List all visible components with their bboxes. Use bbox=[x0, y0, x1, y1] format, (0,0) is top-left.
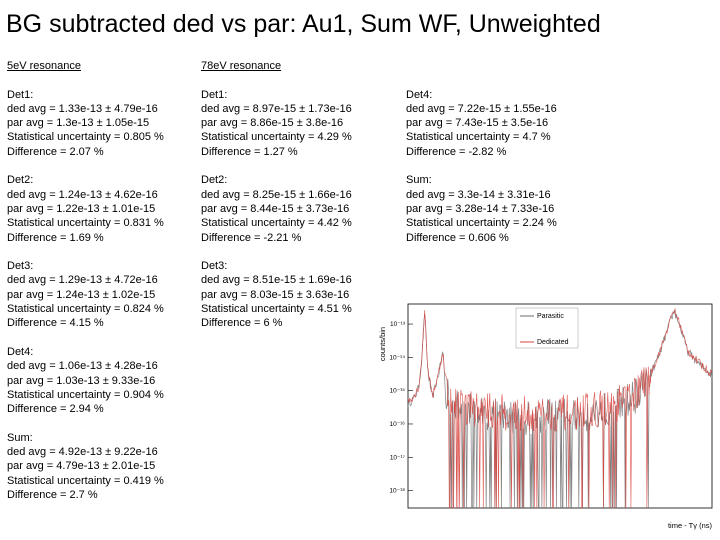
spacer-line bbox=[201, 73, 352, 87]
text-line: Difference = 6 % bbox=[201, 317, 283, 330]
column-heading bbox=[406, 59, 557, 73]
legend-label: Dedicated bbox=[537, 339, 569, 346]
column-heading: 78eV resonance bbox=[201, 60, 282, 72]
text-line: Difference = -2.82 % bbox=[406, 145, 507, 158]
text-line: ded avg = 4.92e-13 ± 9.22e-16 bbox=[7, 446, 158, 459]
legend-box bbox=[515, 307, 579, 349]
text-line: ded avg = 1.33e-13 ± 4.79e-16 bbox=[7, 102, 158, 115]
spacer-line bbox=[201, 159, 352, 173]
text-line: par avg = 4.79e-13 ± 2.01e-15 bbox=[7, 460, 156, 473]
spectrum-plot: 10⁻¹³ 10⁻¹⁴ 10⁻¹⁵ 10⁻¹⁶ 10⁻¹⁷ 10⁻¹⁸ Parasitic… bbox=[374, 296, 716, 536]
text-line: Det4: bbox=[406, 88, 433, 101]
y-tick-label: 10⁻¹⁴ bbox=[389, 354, 405, 361]
text-line: par avg = 7.43e-15 ± 3.5e-16 bbox=[406, 117, 549, 130]
text-line: ded avg = 7.22e-15 ± 1.55e-16 bbox=[406, 102, 557, 115]
text-line: Det2: bbox=[7, 174, 34, 187]
text-line: ded avg = 8.25e-15 ± 1.66e-16 bbox=[201, 188, 352, 201]
y-tick-label: 10⁻¹⁶ bbox=[389, 421, 405, 428]
y-tick-label: 10⁻¹⁷ bbox=[390, 454, 406, 461]
slide-title: BG subtracted ded vs par: Au1, Sum WF, U… bbox=[6, 10, 601, 38]
text-line: Det4: bbox=[7, 345, 34, 358]
text-line: Sum: bbox=[7, 431, 33, 444]
text-line: par avg = 1.24e-13 ± 1.02e-15 bbox=[7, 288, 156, 301]
legend-label: Parasitic bbox=[537, 313, 564, 320]
text-line: ded avg = 8.51e-15 ± 1.69e-16 bbox=[201, 274, 352, 287]
column-5ev-resonance: 5eV resonance Det1: ded avg = 1.33e-13 ± … bbox=[7, 59, 164, 502]
column-heading: 5eV resonance bbox=[7, 60, 81, 72]
text-line: Statistical uncertainty = 0.419 % bbox=[7, 474, 164, 487]
text-line: Det2: bbox=[201, 174, 228, 187]
text-line: par avg = 1.03e-13 ± 9.33e-16 bbox=[7, 374, 156, 387]
x-axis-label: time - Tγ (ns) bbox=[668, 521, 713, 530]
spectrum-chart: 10⁻¹³ 10⁻¹⁴ 10⁻¹⁵ 10⁻¹⁶ 10⁻¹⁷ 10⁻¹⁸ Parasitic… bbox=[378, 303, 713, 530]
text-line: Difference = 1.69 % bbox=[7, 231, 104, 244]
text-line: ded avg = 1.06e-13 ± 4.28e-16 bbox=[7, 360, 158, 373]
y-tick-label: 10⁻¹⁵ bbox=[389, 388, 405, 395]
text-line: par avg = 8.03e-15 ± 3.63e-16 bbox=[201, 288, 350, 301]
spacer-line bbox=[7, 416, 164, 430]
text-line: Det1: bbox=[201, 88, 228, 101]
text-line: Difference = 0.606 % bbox=[406, 231, 509, 244]
text-line: Det3: bbox=[201, 260, 228, 273]
chart-legend: Parasitic Dedicated bbox=[515, 307, 579, 349]
text-line: ded avg = 3.3e-14 ± 3.31e-16 bbox=[406, 188, 551, 201]
text-line: par avg = 8.86e-15 ± 3.8e-16 bbox=[201, 117, 344, 130]
text-line: Statistical uncertainty = 2.24 % bbox=[406, 217, 557, 230]
text-line: par avg = 1.3e-13 ± 1.05e-15 bbox=[7, 117, 150, 130]
text-line: Difference = 2.94 % bbox=[7, 403, 104, 416]
text-line: Difference = 2.07 % bbox=[7, 145, 104, 158]
text-line: par avg = 1.22e-13 ± 1.01e-15 bbox=[7, 202, 156, 215]
text-line: ded avg = 1.24e-13 ± 4.62e-16 bbox=[7, 188, 158, 201]
spacer-line bbox=[7, 331, 164, 345]
text-line: Difference = 2.7 % bbox=[7, 488, 98, 501]
text-line: Statistical uncertainty = 4.29 % bbox=[201, 131, 352, 144]
text-line: par avg = 3.28e-14 ± 7.33e-16 bbox=[406, 202, 555, 215]
text-line: Difference = -2.21 % bbox=[201, 231, 302, 244]
text-line: Statistical uncertainty = 4.42 % bbox=[201, 217, 352, 230]
spacer-line bbox=[7, 159, 164, 173]
text-line: ded avg = 8.97e-15 ± 1.73e-16 bbox=[201, 102, 352, 115]
column-78ev-resonance-continued: Det4: ded avg = 7.22e-15 ± 1.55e-16 par av… bbox=[406, 59, 557, 245]
spacer-line bbox=[406, 73, 557, 87]
series-line-dedicated bbox=[407, 308, 713, 509]
y-axis-label: counts/bin bbox=[378, 327, 387, 361]
spacer-line bbox=[406, 159, 557, 173]
text-line: Statistical uncertainty = 0.904 % bbox=[7, 388, 164, 401]
y-tick-label: 10⁻¹⁸ bbox=[389, 488, 405, 495]
text-line: Statistical uncertainty = 0.831 % bbox=[7, 217, 164, 230]
text-line: Statistical uncertainty = 4.51 % bbox=[201, 303, 352, 316]
spacer-line bbox=[7, 73, 164, 87]
text-line: Statistical uncertainty = 0.824 % bbox=[7, 303, 164, 316]
text-line: Difference = 4.15 % bbox=[7, 317, 104, 330]
text-line: ded avg = 1.29e-13 ± 4.72e-16 bbox=[7, 274, 158, 287]
text-line: Det1: bbox=[7, 88, 34, 101]
spacer-line bbox=[201, 245, 352, 259]
spacer-line bbox=[7, 245, 164, 259]
y-tick-label: 10⁻¹³ bbox=[390, 321, 406, 328]
text-line: Difference = 1.27 % bbox=[201, 145, 298, 158]
column-78ev-resonance: 78eV resonance Det1: ded avg = 8.97e-15 ±… bbox=[201, 59, 352, 331]
text-line: par avg = 8.44e-15 ± 3.73e-16 bbox=[201, 202, 350, 215]
text-line: Statistical uncertainty = 4.7 % bbox=[406, 131, 551, 144]
text-line: Statistical uncertainty = 0.805 % bbox=[7, 131, 164, 144]
text-line: Sum: bbox=[406, 174, 432, 187]
text-line: Det3: bbox=[7, 260, 34, 273]
